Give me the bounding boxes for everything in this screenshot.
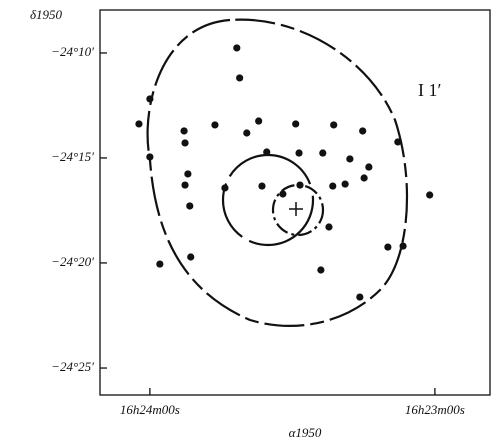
frame bbox=[99, 9, 491, 396]
star bbox=[156, 260, 164, 268]
star bbox=[211, 121, 219, 129]
star bbox=[146, 95, 154, 103]
star bbox=[236, 74, 244, 82]
star bbox=[221, 184, 229, 192]
star bbox=[399, 242, 407, 250]
outer-contour bbox=[146, 18, 409, 327]
star bbox=[243, 129, 251, 137]
star bbox=[292, 120, 300, 128]
star bbox=[296, 181, 304, 189]
inner-contour bbox=[271, 183, 325, 237]
star bbox=[187, 253, 195, 261]
star bbox=[135, 120, 143, 128]
middle-contour bbox=[221, 153, 315, 247]
star bbox=[184, 170, 192, 178]
y-tick-label: −24°25′ bbox=[51, 359, 94, 374]
star bbox=[330, 121, 338, 129]
star bbox=[341, 180, 349, 188]
star bbox=[186, 202, 194, 210]
y-axis-label: δ1950 bbox=[30, 7, 63, 22]
x-tick-label: 16h24m00s bbox=[120, 402, 180, 417]
star bbox=[426, 191, 434, 199]
star bbox=[394, 138, 402, 146]
star bbox=[384, 243, 392, 251]
x-tick-label: 16h23m00s bbox=[405, 402, 465, 417]
star bbox=[146, 153, 154, 161]
star bbox=[325, 223, 333, 231]
star bbox=[180, 127, 188, 135]
star bbox=[233, 44, 241, 52]
star bbox=[263, 148, 271, 156]
star bbox=[279, 190, 287, 198]
star bbox=[359, 127, 367, 135]
center-cross bbox=[289, 202, 303, 216]
star bbox=[181, 181, 189, 189]
x-axis-label: α1950 bbox=[289, 425, 322, 440]
star bbox=[258, 182, 266, 190]
star bbox=[360, 174, 368, 182]
star bbox=[255, 117, 263, 125]
y-tick-label: −24°15′ bbox=[51, 149, 94, 164]
star bbox=[295, 149, 303, 157]
star bbox=[346, 155, 354, 163]
y-tick-label: −24°10′ bbox=[51, 44, 94, 59]
star bbox=[329, 182, 337, 190]
star bbox=[181, 139, 189, 147]
star bbox=[319, 149, 327, 157]
star bbox=[365, 163, 373, 171]
annotation: I 1′ bbox=[418, 80, 441, 100]
star bbox=[317, 266, 325, 274]
star bbox=[356, 293, 364, 301]
y-tick-label: −24°20′ bbox=[51, 254, 94, 269]
